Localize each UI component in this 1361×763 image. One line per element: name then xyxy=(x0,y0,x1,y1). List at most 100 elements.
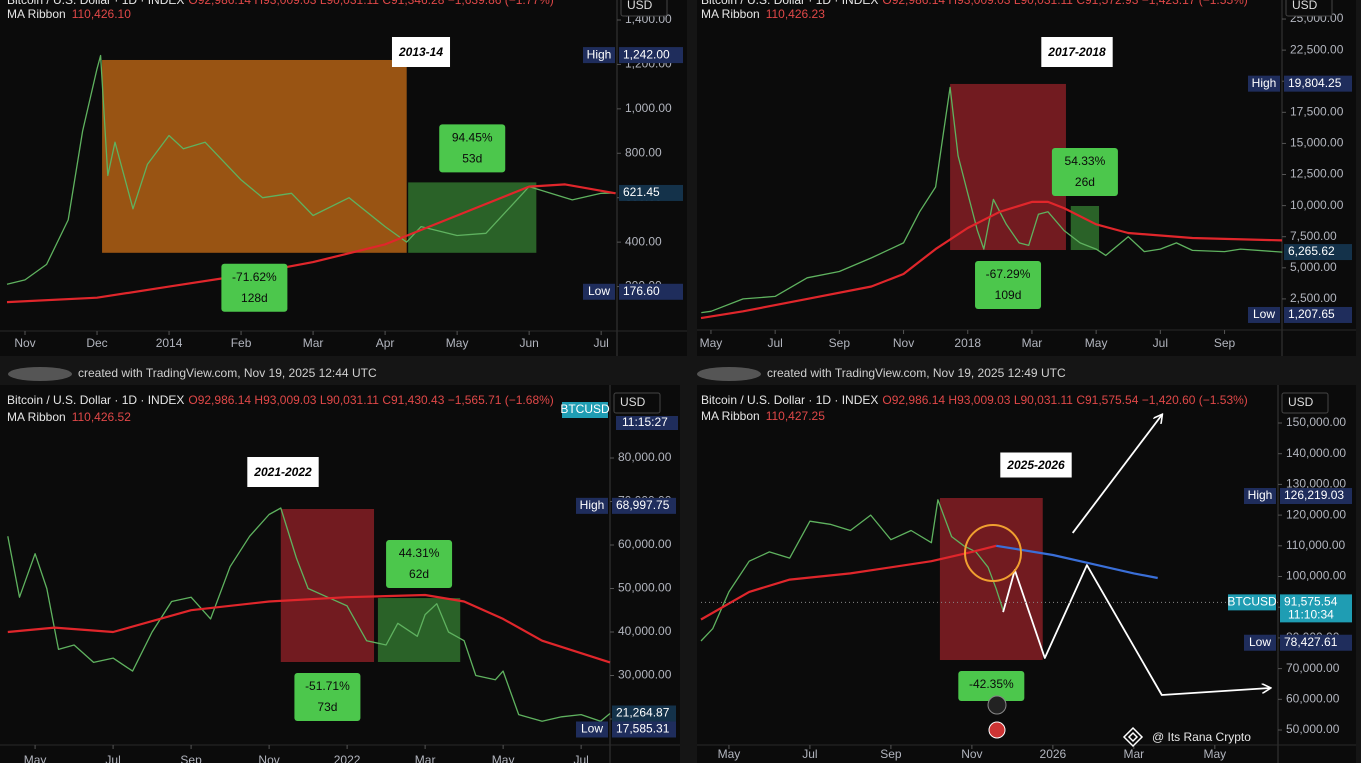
box-label xyxy=(386,540,453,589)
x-tick-label: Sep xyxy=(829,336,851,350)
y-tick-label: 7,500.00 xyxy=(1290,229,1337,243)
y-tick-label: 10,000.00 xyxy=(1290,198,1344,212)
badge-kind-box xyxy=(1244,634,1276,651)
y-tick-label: 400.00 xyxy=(625,234,662,248)
y-tick-label: 150,000.00 xyxy=(1286,415,1346,429)
badge-kind: High xyxy=(1252,76,1277,90)
range-box xyxy=(280,508,375,663)
badge-value: 68,997.75 xyxy=(616,498,670,512)
badge-value-box xyxy=(1280,634,1352,651)
y-tick-label: 30,000.00 xyxy=(618,668,672,682)
box-change: -71.62% xyxy=(232,270,277,284)
badge-kind-box xyxy=(1248,306,1280,323)
currency-box xyxy=(1281,392,1329,414)
y-tick-label: 17,500.00 xyxy=(1290,104,1344,118)
symbol-time: 11:15:27 xyxy=(622,415,668,429)
period-label: 2025-2026 xyxy=(1006,458,1065,472)
symbol: BTCUSD xyxy=(1227,595,1277,609)
y-tick-label: 140,000.00 xyxy=(1286,446,1346,460)
price-line xyxy=(6,54,616,285)
x-tick-label: Mar xyxy=(415,753,436,763)
badge-kind: High xyxy=(580,498,605,512)
y-tick-label: 100,000.00 xyxy=(1286,569,1346,583)
badge-kind: Low xyxy=(1253,307,1275,321)
y-tick-label: 50,000.00 xyxy=(618,581,672,595)
badge-kind-box xyxy=(1244,488,1276,505)
y-tick-label: 15,000.00 xyxy=(1290,136,1344,150)
icon xyxy=(987,695,1007,715)
x-tick-label: Nov xyxy=(258,753,279,763)
ohlc: O92,986.14 H93,009.03 L90,031.11 C91,572… xyxy=(882,0,1247,7)
badge-value: 126,219.03 xyxy=(1284,488,1344,502)
badge-value: 19,804.25 xyxy=(1288,76,1342,90)
currency-box xyxy=(613,392,661,414)
y-tick-label: 130,000.00 xyxy=(1286,477,1346,491)
x-tick-label: 2026 xyxy=(1040,747,1067,761)
box-label xyxy=(1051,147,1118,196)
indicator-value: 110,426.52 xyxy=(72,410,131,424)
badge-kind: Low xyxy=(1249,635,1271,649)
y-tick-label: 70,000.00 xyxy=(1286,661,1340,675)
badge-value: 1,207.65 xyxy=(1288,307,1335,321)
indicator: MA Ribbon xyxy=(7,410,66,424)
symbol: BTCUSD xyxy=(560,402,610,416)
x-tick-label: Sep xyxy=(180,753,202,763)
badge-value: 17,585.31 xyxy=(616,722,670,736)
x-tick-label: May xyxy=(700,336,723,350)
x-tick-label: Nov xyxy=(961,747,982,761)
symbol-box xyxy=(562,402,608,418)
x-tick-label: May xyxy=(492,753,515,763)
period-label: 2021-2022 xyxy=(253,465,312,479)
box-change: 94.45% xyxy=(452,131,493,145)
currency: USD xyxy=(1288,395,1314,409)
box-label xyxy=(958,671,1025,702)
box-label xyxy=(294,673,361,722)
indicator-value: 110,426.10 xyxy=(72,7,131,21)
blurred-name xyxy=(697,367,761,381)
last-price: 21,264.87 xyxy=(616,706,670,720)
symbol-line: Bitcoin / U.S. Dollar · 1D · INDEX xyxy=(7,0,184,7)
icon xyxy=(988,721,1006,739)
indicator-value: 110,427.25 xyxy=(766,409,825,423)
box-change: -51.71% xyxy=(305,679,350,693)
x-tick-label: 2014 xyxy=(156,336,183,350)
box-duration: 62d xyxy=(409,567,429,581)
currency-box xyxy=(1285,0,1333,17)
ohlc: O92,986.14 H93,009.03 L90,031.11 C91,575… xyxy=(882,393,1247,407)
box-change: -42.35% xyxy=(969,677,1014,691)
period-label-box xyxy=(391,37,451,67)
x-tick-label: Dec xyxy=(86,336,107,350)
period-label-box xyxy=(1041,37,1113,67)
credit: created with TradingView.com, Nov 19, 20… xyxy=(78,366,377,380)
badge-kind: High xyxy=(587,47,612,61)
x-tick-label: May xyxy=(1203,747,1226,761)
badge-value-box xyxy=(612,721,676,738)
box-duration: 73d xyxy=(317,700,337,714)
y-tick-label: 40,000.00 xyxy=(618,624,672,638)
box-duration: 128d xyxy=(241,291,268,305)
x-tick-label: 2018 xyxy=(954,336,981,350)
y-tick-label: 120,000.00 xyxy=(1286,507,1346,521)
x-tick-label: 2022 xyxy=(334,753,361,763)
x-tick-label: Jul xyxy=(105,753,120,763)
x-tick-label: Mar xyxy=(1124,747,1145,761)
box-label xyxy=(221,263,288,312)
last-price-box xyxy=(1284,244,1352,261)
period-label-box xyxy=(1000,452,1072,478)
badge-kind-box xyxy=(1248,75,1280,92)
x-tick-label: Mar xyxy=(303,336,324,350)
moving-average xyxy=(996,544,1158,580)
badge-value: 78,427.61 xyxy=(1284,635,1338,649)
last-price: 6,265.62 xyxy=(1288,244,1335,258)
last-price-box xyxy=(612,705,676,722)
x-tick-label: Jul xyxy=(573,753,588,763)
y-tick-label: 22,500.00 xyxy=(1290,42,1344,56)
box-duration: 26d xyxy=(1075,175,1095,189)
indicator: MA Ribbon xyxy=(701,7,760,21)
watermark-logo xyxy=(1122,726,1144,748)
x-tick-label: Jul xyxy=(1153,336,1168,350)
indicator-value: 110,426.23 xyxy=(766,7,825,21)
range-box xyxy=(950,83,1066,251)
y-tick-label: 110,000.00 xyxy=(1286,538,1345,552)
